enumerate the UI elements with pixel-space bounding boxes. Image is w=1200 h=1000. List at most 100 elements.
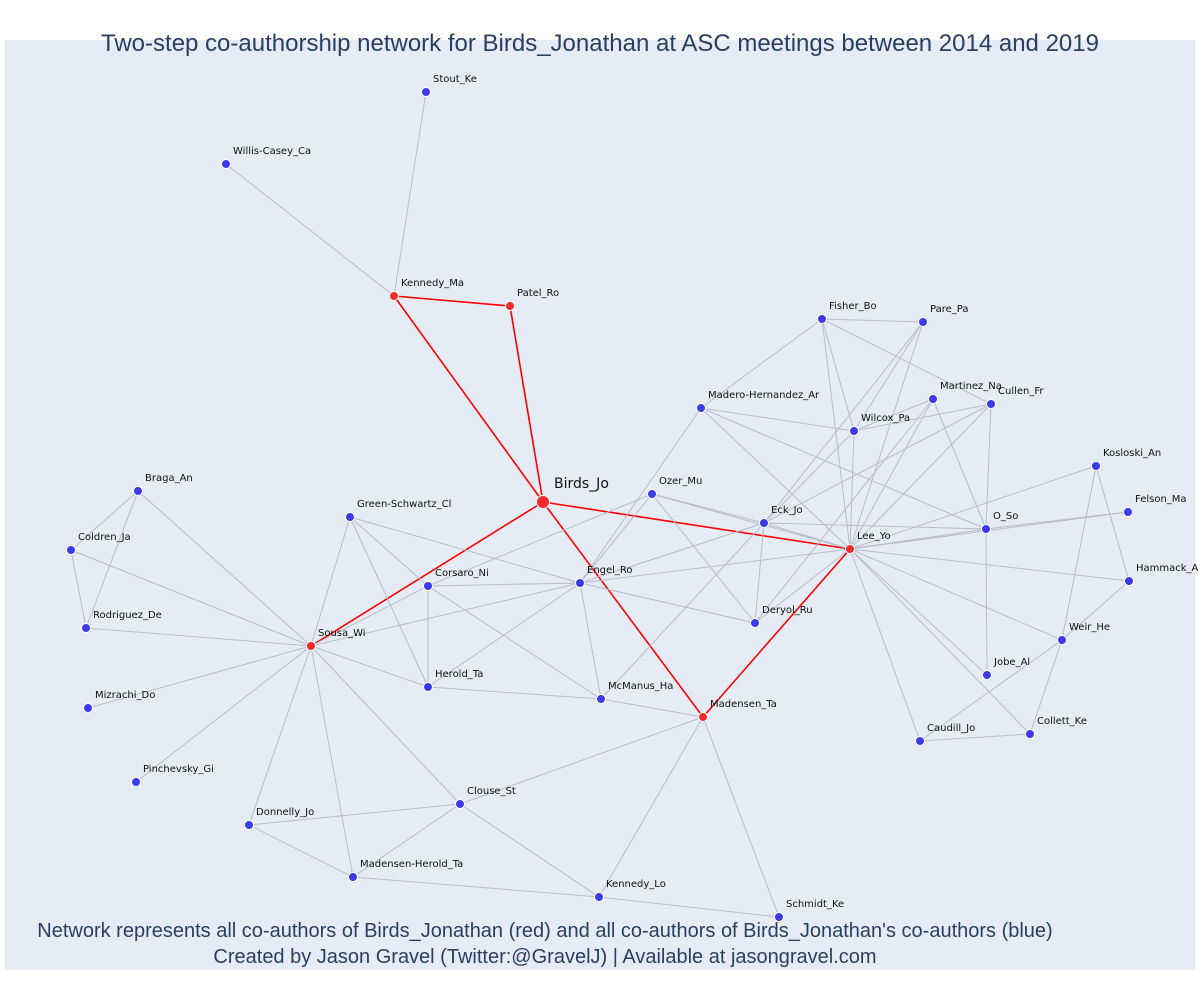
node-label-Birds_Jo: Birds_Jo (554, 476, 609, 492)
node-Mizrachi_Do[interactable] (83, 703, 93, 713)
node-label-Lee_Yo: Lee_Yo (857, 531, 891, 542)
node-Collett_Ke[interactable] (1025, 729, 1035, 739)
node-Herold_Ta[interactable] (423, 682, 433, 692)
node-Donnelly_Jo[interactable] (244, 820, 254, 830)
edge-Fisher_Bo-Cullen_Fr (821, 318, 992, 405)
edge-Engel_Ro-Green-Schwartz_Cl (349, 516, 581, 584)
edge-Fisher_Bo-Pare_Pa (821, 318, 924, 323)
edge-Caudill_Jo-Collett_Ke (919, 733, 1031, 742)
node-Wilcox_Pa[interactable] (849, 426, 859, 436)
edge-Hammack_A-Lee_Yo (849, 548, 1130, 582)
node-Deryol_Ru[interactable] (750, 618, 760, 628)
node-label-Kennedy_Lo: Kennedy_Lo (606, 879, 666, 890)
edge-Birds_Jo-Sousa_Wi (310, 501, 544, 647)
edge-Birds_Jo-Patel_Ro (509, 305, 544, 503)
edge-Martinez_Na-Wilcox_Pa (853, 398, 934, 432)
edge-O_So-Jobe_Al (985, 528, 988, 676)
edge-Eck_Jo-McManus_Ha (600, 522, 765, 700)
edge-Kosloski_An-Hammack_A (1095, 465, 1130, 582)
node-Patel_Ro[interactable] (505, 301, 515, 311)
node-label-Corsaro_Ni: Corsaro_Ni (435, 568, 489, 579)
edges-layer (70, 91, 1130, 918)
node-Stout_Ke[interactable] (421, 87, 431, 97)
edge-Herold_Ta-McManus_Ha (427, 686, 602, 700)
edge-Madero-Hernandez_Ar-Wilcox_Pa (700, 407, 855, 432)
edge-O_So-Eck_Jo (763, 522, 987, 530)
edge-Eck_Jo-Lee_Yo (763, 522, 851, 550)
node-label-Cullen_Fr: Cullen_Fr (998, 386, 1044, 397)
node-Eck_Jo[interactable] (759, 518, 769, 528)
node-Madensen_Ta[interactable] (698, 712, 708, 722)
node-Clouse_St[interactable] (455, 799, 465, 809)
node-Schmidt_Ke[interactable] (774, 912, 784, 922)
node-label-Deryol_Ru: Deryol_Ru (762, 605, 813, 616)
node-label-Rodriguez_De: Rodriguez_De (93, 610, 162, 621)
node-label-Braga_An: Braga_An (145, 473, 193, 484)
edge-Green-Schwartz_Cl-Corsaro_Ni (349, 516, 429, 587)
node-Weir_He[interactable] (1057, 635, 1067, 645)
node-Kennedy_Ma[interactable] (389, 291, 399, 301)
edge-Madensen_Ta-Kennedy_Lo (598, 716, 704, 898)
node-Engel_Ro[interactable] (575, 578, 585, 588)
node-Caudill_Jo[interactable] (915, 736, 925, 746)
edge-Cullen_Fr-O_So (985, 403, 992, 530)
node-Kennedy_Lo[interactable] (594, 892, 604, 902)
node-Coldren_Ja[interactable] (66, 545, 76, 555)
node-label-Madensen_Ta: Madensen_Ta (710, 699, 777, 710)
edge-Fisher_Bo-Wilcox_Pa (821, 318, 855, 432)
node-label-Eck_Jo: Eck_Jo (771, 505, 803, 516)
node-Sousa_Wi[interactable] (306, 641, 316, 651)
node-Ozer_Mu[interactable] (647, 489, 657, 499)
node-Pare_Pa[interactable] (918, 317, 928, 327)
node-Rodriguez_De[interactable] (81, 623, 91, 633)
node-label-Martinez_Na: Martinez_Na (940, 381, 1002, 392)
node-Lee_Yo[interactable] (845, 544, 855, 554)
node-label-Jobe_Al: Jobe_Al (993, 657, 1030, 668)
edge-Wilcox_Pa-Lee_Yo (849, 430, 855, 550)
node-label-Patel_Ro: Patel_Ro (517, 288, 559, 299)
node-Madero-Hernandez_Ar[interactable] (696, 403, 706, 413)
node-Cullen_Fr[interactable] (986, 399, 996, 409)
edge-O_So-Lee_Yo (849, 528, 987, 550)
node-Green-Schwartz_Cl[interactable] (345, 512, 355, 522)
edge-Kennedy_Lo-Schmidt_Ke (598, 896, 780, 918)
edge-Madero-Hernandez_Ar-O_So (700, 407, 987, 530)
node-Madensen-Herold_Ta[interactable] (348, 872, 358, 882)
node-Felson_Ma[interactable] (1123, 507, 1133, 517)
edge-Ozer_Mu-Lee_Yo (651, 493, 851, 550)
node-label-Stout_Ke: Stout_Ke (433, 74, 477, 85)
node-label-Pare_Pa: Pare_Pa (930, 304, 968, 315)
edge-Clouse_St-Donnelly_Jo (248, 803, 461, 826)
node-label-Engel_Ro: Engel_Ro (587, 565, 633, 576)
edge-Birds_Jo-Kennedy_Ma (393, 295, 544, 503)
edge-Lee_Yo-Deryol_Ru (754, 548, 851, 624)
node-McManus_Ha[interactable] (596, 694, 606, 704)
node-label-Herold_Ta: Herold_Ta (435, 669, 483, 680)
node-Corsaro_Ni[interactable] (423, 581, 433, 591)
edge-Braga_An-Coldren_Ja (70, 490, 139, 551)
node-label-Felson_Ma: Felson_Ma (1135, 494, 1187, 505)
edge-Sousa_Wi-Pinchevsky_Gi (135, 645, 312, 783)
edge-Corsaro_Ni-Sousa_Wi (310, 585, 429, 647)
edge-Lee_Yo-Madensen_Ta (702, 548, 851, 718)
edge-Coldren_Ja-Rodriguez_De (70, 549, 87, 629)
node-Pinchevsky_Gi[interactable] (131, 777, 141, 787)
node-O_So[interactable] (981, 524, 991, 534)
node-Birds_Jo[interactable] (536, 495, 550, 509)
edge-Wilcox_Pa-Eck_Jo (763, 430, 855, 524)
edge-Green-Schwartz_Cl-Sousa_Wi (310, 516, 351, 647)
edge-Madensen-Herold_Ta-Kennedy_Lo (352, 876, 600, 898)
node-Jobe_Al[interactable] (982, 670, 992, 680)
node-Fisher_Bo[interactable] (817, 314, 827, 324)
node-Martinez_Na[interactable] (928, 394, 938, 404)
node-Hammack_A[interactable] (1124, 576, 1134, 586)
node-Willis-Casey_Ca[interactable] (221, 159, 231, 169)
node-label-Madero-Hernandez_Ar: Madero-Hernandez_Ar (708, 390, 820, 401)
edge-Green-Schwartz_Cl-Herold_Ta (349, 516, 429, 688)
node-Kosloski_An[interactable] (1091, 461, 1101, 471)
node-Braga_An[interactable] (133, 486, 143, 496)
edge-Coldren_Ja-Sousa_Wi (70, 549, 312, 647)
caption: Network represents all co-authors of Bir… (0, 918, 1090, 970)
edge-Ozer_Mu-Engel_Ro (579, 493, 653, 584)
